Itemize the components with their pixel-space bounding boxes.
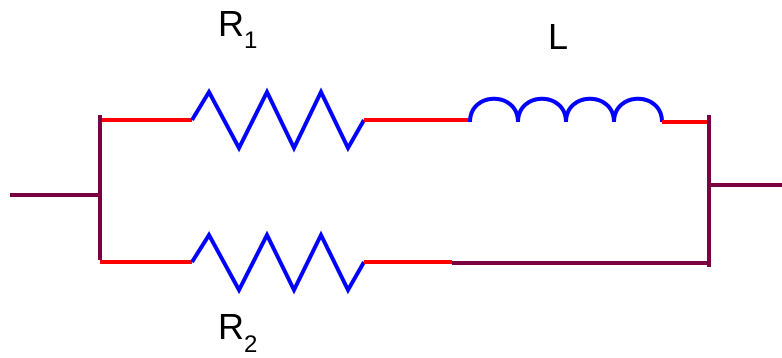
inductor-label: L — [548, 16, 568, 57]
r1-label-symbol: R — [218, 3, 244, 44]
r2-resistor-symbol — [190, 230, 366, 295]
r1-label: R1 — [218, 3, 257, 54]
r1-label-subscript: 1 — [244, 27, 257, 54]
r2-label-subscript: 2 — [244, 331, 257, 358]
r2-label-symbol: R — [218, 306, 244, 347]
inductor-coil-symbol — [468, 96, 664, 123]
r2-label: R2 — [218, 306, 257, 358]
r1-resistor-symbol — [190, 87, 366, 153]
